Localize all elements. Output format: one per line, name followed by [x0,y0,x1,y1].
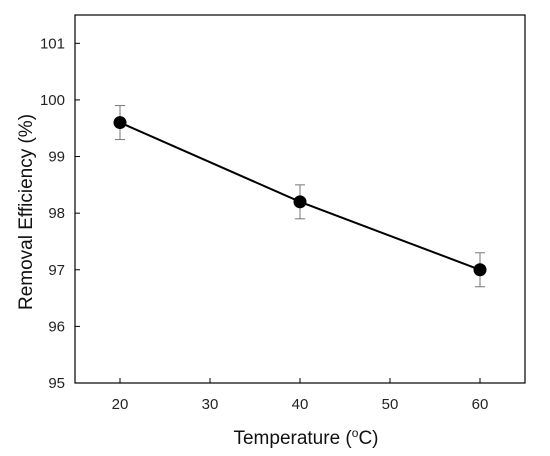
x-axis-label: Temperature (oC) [233,426,378,449]
x-tick-label: 50 [382,396,399,413]
x-axis: 20 30 40 50 60 [112,378,489,413]
y-axis: 95 96 97 98 99 100 101 [40,35,80,392]
y-tick-label: 98 [48,205,65,222]
error-bars [115,105,485,288]
data-point [293,195,307,209]
y-tick-label: 99 [48,149,65,166]
x-tick-label: 40 [292,396,309,413]
y-tick-label: 97 [48,262,65,279]
data-point [473,263,487,277]
y-tick-label: 101 [40,35,65,52]
x-tick-label: 60 [472,396,489,413]
y-tick-label: 95 [48,375,65,392]
data-point [113,116,127,130]
x-tick-label: 20 [112,396,129,413]
x-tick-label: 30 [202,396,219,413]
data-points [113,116,487,277]
y-tick-label: 96 [48,318,65,335]
y-tick-label: 100 [40,92,65,109]
y-axis-label: Removal Efficiency (%) [16,114,37,310]
